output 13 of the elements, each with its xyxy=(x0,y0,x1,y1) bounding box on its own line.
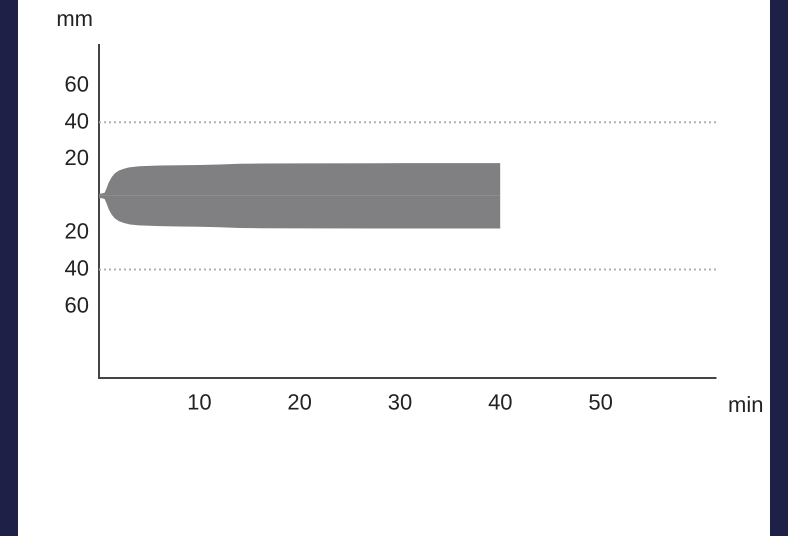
y-tick-label: 40 xyxy=(64,108,89,134)
y-tick-label: 40 xyxy=(64,256,89,281)
x-tick-label: 40 xyxy=(488,389,513,414)
x-tick-label: 20 xyxy=(287,389,312,414)
y-tick-label: 20 xyxy=(64,145,89,170)
x-axis-title: min xyxy=(728,392,764,418)
y-axis-title: mm xyxy=(56,6,93,32)
x-tick-label: 30 xyxy=(388,389,412,414)
x-tick-label: 10 xyxy=(187,389,212,414)
x-tick-label: 50 xyxy=(588,389,613,414)
y-tick-label: 20 xyxy=(64,218,89,244)
y-tick-label: 60 xyxy=(64,72,89,97)
y-tick-label: 60 xyxy=(64,292,89,318)
